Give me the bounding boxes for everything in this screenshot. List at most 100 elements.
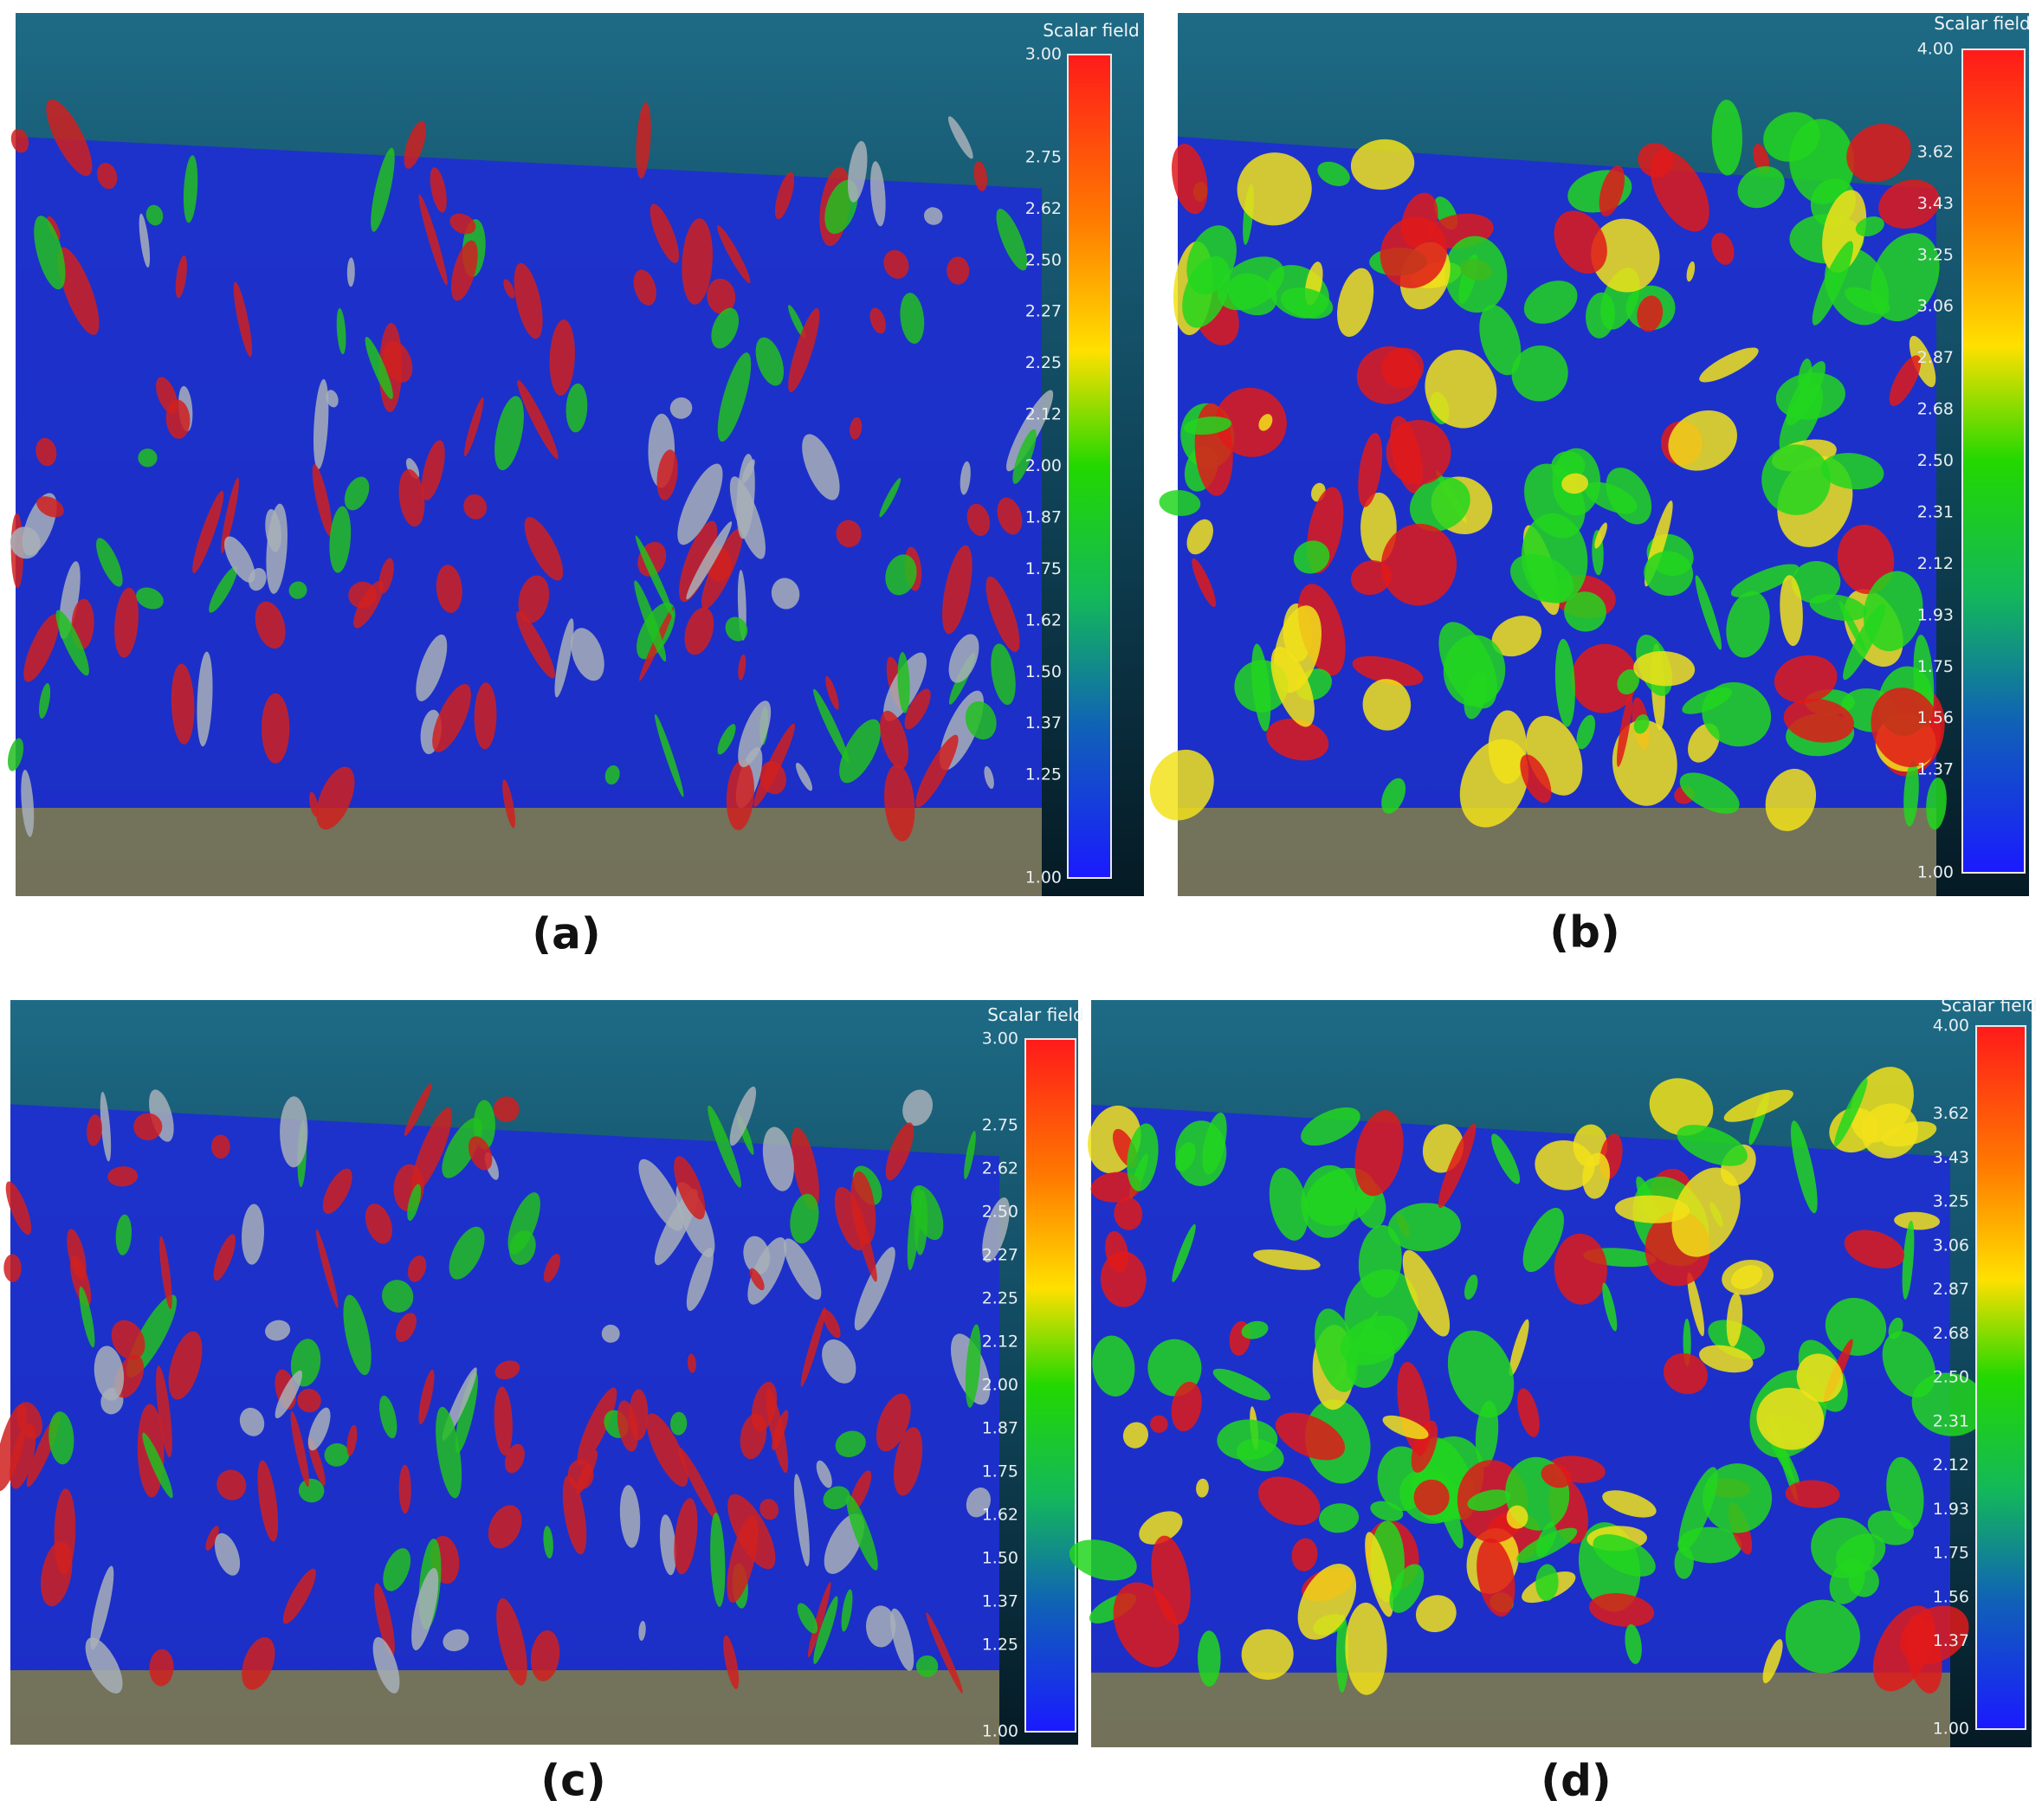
colorbar-title: Scalar field	[987, 1004, 1084, 1025]
feature-blob	[79, 1286, 95, 1348]
feature-blob	[48, 1411, 74, 1465]
feature-blob	[1413, 1479, 1450, 1516]
feature-blob	[1535, 1564, 1559, 1602]
feature-blob	[678, 1447, 720, 1522]
feature-blob	[216, 1469, 247, 1501]
feature-blob	[822, 1339, 856, 1384]
feature-blob	[496, 1597, 527, 1686]
feature-blob	[738, 654, 746, 681]
feature-blob	[1844, 1229, 1905, 1269]
feature-blob	[503, 279, 515, 299]
colorbar-tick-label: 1.00	[1025, 868, 1062, 887]
feature-blob	[449, 213, 476, 235]
feature-blob	[1855, 216, 1884, 237]
feature-blob	[115, 1214, 132, 1255]
feature-blob	[1517, 1388, 1540, 1437]
feature-blob	[1593, 1533, 1656, 1577]
feature-blob	[1509, 1319, 1529, 1377]
panel-caption: (d)	[1541, 1756, 1612, 1806]
colorbar-tick-label: 4.00	[1917, 40, 1954, 59]
feature-blob	[1293, 540, 1330, 574]
colorbar-tick-label: 2.50	[1933, 1368, 1969, 1387]
feature-blob	[846, 1494, 878, 1571]
feature-blob	[1872, 1605, 1935, 1692]
feature-blob	[282, 1568, 316, 1624]
feature-blob	[96, 538, 123, 587]
feature-blob	[1488, 710, 1527, 784]
feature-blob	[261, 693, 290, 764]
feature-blob	[1506, 1505, 1528, 1529]
feature-blob	[1822, 190, 1867, 273]
feature-blob	[897, 652, 910, 713]
feature-blob	[1835, 1533, 1886, 1574]
feature-blob	[379, 1395, 397, 1439]
colorbar-tick-label: 2.25	[1025, 353, 1062, 372]
feature-blob	[36, 496, 64, 518]
feature-blob	[449, 1226, 485, 1280]
feature-blob	[879, 478, 901, 518]
feature-blob	[1202, 1113, 1227, 1175]
feature-blob	[1438, 1123, 1477, 1209]
feature-blob	[1358, 432, 1383, 507]
feature-blob	[839, 719, 882, 784]
panel-caption: (a)	[532, 909, 600, 959]
feature-blob	[753, 723, 795, 807]
panel-caption: (c)	[540, 1756, 605, 1806]
feature-blob	[1301, 1107, 1360, 1146]
colorbar-tick-label: 2.87	[1933, 1280, 1969, 1299]
feature-blob	[1350, 139, 1415, 190]
feature-blob	[90, 1565, 114, 1650]
feature-blob	[1602, 1282, 1618, 1332]
feature-blob	[1812, 241, 1853, 326]
feature-blob	[797, 1603, 818, 1634]
colorbar-tick-label: 1.75	[1025, 559, 1062, 578]
feature-blob	[659, 1514, 676, 1576]
feature-blob	[411, 1567, 439, 1651]
feature-blob	[297, 1389, 321, 1413]
feature-blob	[474, 682, 497, 750]
feature-blob	[1602, 1490, 1657, 1518]
feature-blob	[677, 463, 723, 545]
feature-blob	[1122, 1422, 1149, 1449]
colorbar-tick-label: 1.62	[1025, 610, 1062, 629]
feature-blob	[565, 383, 588, 433]
feature-blob	[543, 1526, 553, 1559]
feature-blob	[16, 1402, 42, 1439]
colorbar-title: Scalar field	[1941, 995, 2038, 1016]
feature-blob	[841, 1589, 853, 1632]
feature-blob	[192, 490, 224, 574]
feature-blob	[1722, 1259, 1774, 1295]
feature-blob	[1625, 1623, 1642, 1664]
feature-blob	[788, 307, 820, 393]
ground	[1178, 808, 1936, 896]
feature-blob	[326, 390, 339, 408]
feature-blob	[10, 128, 29, 153]
feature-blob	[1291, 1538, 1318, 1572]
feature-blob	[813, 688, 850, 763]
feature-blob	[494, 1386, 513, 1455]
feature-blob	[674, 1498, 698, 1575]
colorbar	[1024, 1038, 1076, 1733]
feature-blob	[1444, 236, 1508, 313]
feature-blob	[1785, 1480, 1840, 1508]
feature-blob	[1843, 603, 1885, 681]
feature-blob	[100, 1091, 112, 1162]
feature-blob	[966, 1488, 991, 1518]
feature-blob	[175, 255, 187, 299]
feature-blob	[242, 1636, 275, 1690]
feature-blob	[1127, 1123, 1159, 1191]
ground	[1091, 1672, 1950, 1747]
feature-blob	[836, 520, 862, 548]
feature-blob	[343, 1294, 372, 1376]
feature-blob	[1711, 232, 1735, 265]
feature-blob	[1637, 295, 1664, 332]
feature-blob	[902, 1089, 934, 1126]
feature-blob	[313, 378, 329, 470]
feature-blob	[850, 1171, 876, 1244]
feature-blob	[1172, 1223, 1196, 1282]
feature-blob	[1092, 1335, 1135, 1397]
feature-blob	[1352, 655, 1424, 687]
feature-blob	[371, 147, 395, 232]
feature-blob	[1633, 651, 1696, 687]
feature-blob	[1218, 256, 1285, 311]
